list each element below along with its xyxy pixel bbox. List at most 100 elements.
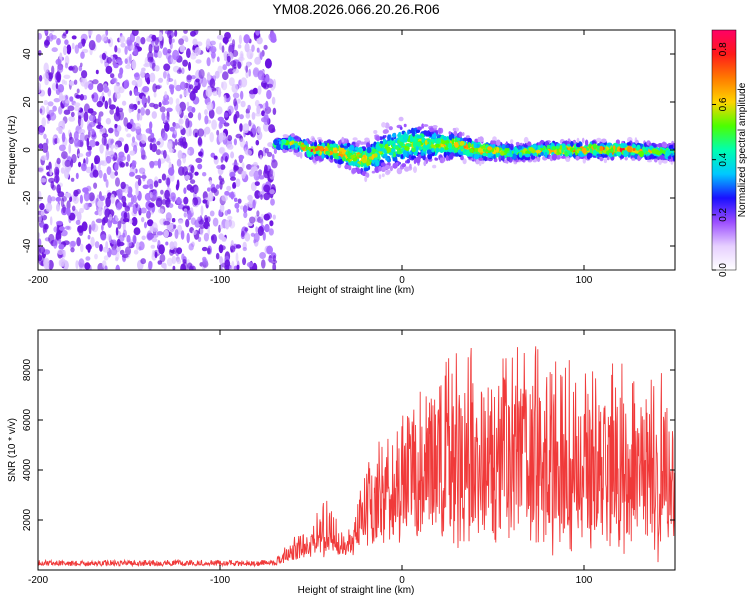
signal-blob	[567, 143, 571, 147]
noise-blob	[190, 30, 196, 37]
signal-blob	[388, 152, 394, 156]
signal-blob	[282, 144, 286, 149]
noise-blob	[272, 107, 277, 115]
signal-blob	[582, 147, 587, 154]
noise-blob	[163, 149, 167, 159]
noise-blob	[101, 52, 107, 61]
noise-blob	[232, 92, 240, 99]
noise-blob	[209, 132, 214, 143]
noise-blob	[254, 56, 261, 65]
noise-blob	[146, 210, 150, 217]
signal-blob	[551, 154, 558, 161]
noise-blob	[165, 241, 169, 246]
noise-blob	[154, 37, 159, 45]
signal-blob	[626, 142, 631, 146]
noise-blob	[201, 77, 208, 88]
signal-blob	[410, 129, 415, 133]
signal-blob	[665, 150, 670, 157]
signal-blob	[436, 138, 442, 145]
noise-blob	[236, 208, 240, 213]
noise-blob	[68, 66, 74, 71]
noise-blob	[236, 264, 240, 270]
noise-blob	[258, 175, 265, 180]
signal-blob	[378, 174, 382, 180]
y-tick-label: 6000	[22, 408, 33, 431]
noise-blob	[133, 88, 138, 95]
signal-blob	[626, 146, 633, 153]
noise-blob	[131, 216, 138, 227]
signal-blob	[624, 156, 628, 161]
noise-blob	[271, 33, 277, 43]
signal-blob	[636, 144, 641, 150]
noise-blob	[42, 142, 49, 153]
noise-blob	[216, 129, 220, 136]
signal-blob	[491, 143, 496, 149]
noise-blob	[107, 234, 112, 242]
noise-blob	[100, 160, 108, 167]
noise-blob	[156, 231, 164, 236]
noise-blob	[117, 220, 122, 230]
signal-blob	[356, 140, 362, 144]
noise-blob	[81, 162, 87, 172]
noise-blob	[186, 184, 193, 191]
noise-blob	[245, 113, 251, 119]
signal-blob	[592, 143, 597, 150]
noise-blob	[104, 265, 108, 270]
noise-blob	[101, 224, 104, 232]
noise-blob	[240, 90, 244, 100]
signal-blob	[661, 141, 667, 148]
noise-blob	[62, 204, 66, 214]
signal-blob	[453, 130, 458, 137]
signal-blob	[396, 149, 402, 155]
noise-blob	[149, 162, 155, 169]
noise-blob	[238, 34, 242, 45]
noise-blob	[117, 47, 121, 54]
signal-blob	[397, 133, 402, 138]
noise-blob	[75, 260, 79, 270]
signal-blob	[337, 158, 343, 165]
figure-title: YM08.2026.066.20.26.R06	[272, 1, 440, 17]
noise-blob	[118, 110, 124, 121]
signal-blob	[435, 143, 440, 148]
noise-blob	[187, 210, 192, 221]
noise-blob	[147, 51, 154, 61]
noise-blob	[124, 246, 132, 256]
noise-blob	[124, 45, 128, 55]
noise-blob	[268, 168, 274, 177]
signal-blob	[371, 170, 376, 174]
noise-blob	[233, 197, 238, 202]
noise-blob	[266, 151, 273, 157]
snr-x-axis-label: Height of straight line (km)	[298, 585, 415, 596]
noise-blob	[256, 210, 260, 217]
noise-blob	[99, 195, 105, 201]
noise-blob	[69, 196, 73, 203]
noise-blob	[253, 170, 260, 181]
noise-blob	[216, 34, 224, 40]
signal-blob	[366, 159, 370, 165]
signal-blob	[375, 143, 380, 150]
x-tick-label: -100	[210, 575, 230, 586]
noise-blob	[157, 50, 162, 59]
signal-blob	[505, 144, 509, 149]
noise-blob	[105, 65, 113, 75]
noise-blob	[59, 92, 63, 102]
signal-blob	[361, 158, 367, 164]
signal-blob	[467, 137, 472, 143]
noise-blob	[80, 118, 84, 128]
noise-blob	[87, 30, 93, 36]
noise-blob	[258, 191, 265, 197]
signal-blob	[404, 146, 410, 152]
signal-blob	[619, 155, 625, 159]
noise-blob	[257, 70, 265, 81]
noise-blob	[172, 49, 180, 61]
signal-blob	[300, 144, 306, 148]
noise-blob	[61, 132, 66, 143]
noise-blob	[190, 75, 196, 80]
noise-blob	[70, 177, 75, 182]
noise-blob	[60, 167, 65, 174]
noise-blob	[70, 159, 74, 168]
noise-blob	[158, 244, 165, 255]
signal-blob	[459, 140, 465, 146]
signal-blob	[383, 148, 387, 155]
noise-blob	[73, 79, 78, 85]
